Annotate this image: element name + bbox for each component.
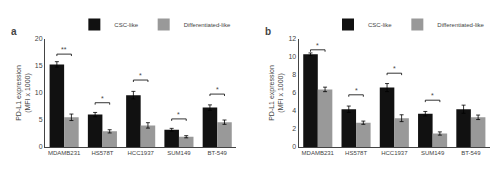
svg-text:*: * (355, 87, 358, 94)
svg-text:Differentiated-like: Differentiated-like (184, 22, 231, 28)
svg-text:HS578T: HS578T (91, 150, 113, 156)
svg-text:5: 5 (39, 116, 43, 123)
svg-text:*: * (139, 72, 142, 79)
svg-text:SUM149: SUM149 (421, 150, 445, 156)
svg-text:MDAMB231: MDAMB231 (48, 150, 81, 156)
svg-text:Differentiated-like: Differentiated-like (437, 22, 484, 28)
svg-text:HS578T: HS578T (345, 150, 367, 156)
svg-text:HCC1937: HCC1937 (381, 150, 408, 156)
svg-text:*: * (216, 86, 219, 93)
svg-text:*: * (316, 42, 319, 49)
svg-text:0: 0 (292, 143, 296, 150)
svg-text:PD-L1 expression(MFI x 1000): PD-L1 expression(MFI x 1000) (268, 65, 285, 121)
svg-text:PD-L1 expression(MFI x 1000): PD-L1 expression(MFI x 1000) (15, 65, 32, 121)
svg-text:BT-549: BT-549 (461, 150, 481, 156)
svg-text:*: * (393, 65, 396, 72)
svg-text:20: 20 (35, 35, 43, 42)
svg-text:6: 6 (292, 89, 296, 96)
svg-text:0: 0 (39, 143, 43, 150)
svg-text:b: b (265, 26, 271, 37)
svg-text:CSC-like: CSC-like (114, 22, 138, 28)
svg-text:10: 10 (35, 89, 43, 96)
svg-text:15: 15 (35, 62, 43, 69)
svg-text:8: 8 (292, 71, 296, 78)
svg-text:2: 2 (292, 125, 296, 132)
svg-text:**: ** (61, 46, 67, 53)
svg-text:BT-549: BT-549 (208, 150, 228, 156)
svg-text:a: a (11, 26, 17, 37)
svg-text:CSC-like: CSC-like (368, 22, 392, 28)
svg-text:HCC1937: HCC1937 (127, 150, 154, 156)
svg-text:*: * (177, 111, 180, 118)
svg-text:4: 4 (292, 107, 296, 114)
svg-text:*: * (101, 95, 104, 102)
svg-text:SUM149: SUM149 (167, 150, 191, 156)
svg-text:*: * (431, 92, 434, 99)
svg-text:12: 12 (288, 35, 296, 42)
svg-text:10: 10 (288, 53, 296, 60)
svg-text:MDAMB231: MDAMB231 (302, 150, 335, 156)
